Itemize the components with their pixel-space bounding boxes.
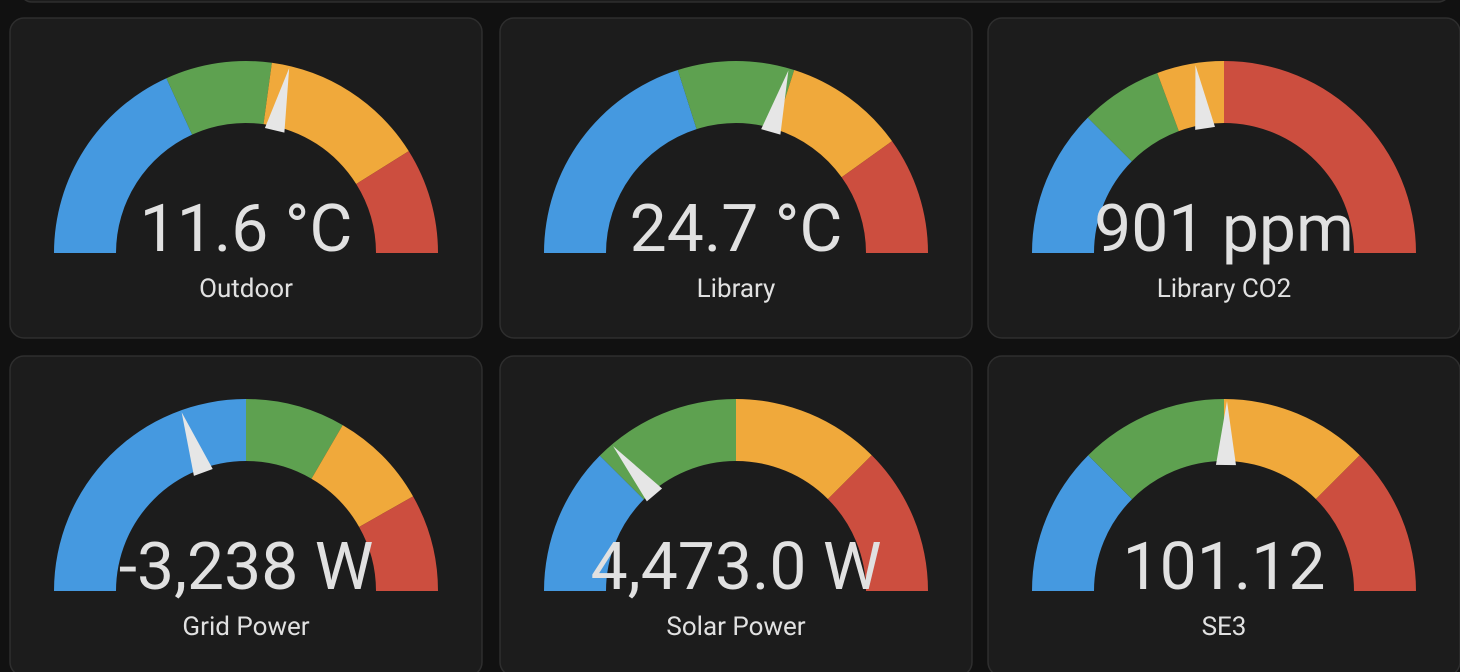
gauge-segment <box>359 496 438 591</box>
gauge-name: Grid Power <box>182 612 309 642</box>
gauge-value: -3,238 W <box>119 529 374 606</box>
gauge-segment <box>1224 399 1360 500</box>
gauge-needle <box>613 446 663 502</box>
gauge-segment <box>1315 455 1416 591</box>
gauge-card[interactable]: -3,238 W Grid Power <box>9 355 483 672</box>
gauge-value: 4,473.0 W <box>591 529 882 606</box>
gauge-name: Solar Power <box>666 612 805 642</box>
card-background <box>987 17 1460 339</box>
gauge-needle <box>181 412 213 476</box>
card-background <box>987 355 1460 672</box>
gauge-needle <box>761 70 789 135</box>
gauge-segment <box>356 151 438 253</box>
gauge-needle <box>264 67 290 133</box>
gauge-segment <box>54 78 193 254</box>
gauge-name: SE3 <box>1202 612 1247 642</box>
gauge-card[interactable]: 101.12 SE3 <box>987 355 1460 672</box>
gauge-segment <box>311 425 414 527</box>
gauge-segment <box>166 61 272 135</box>
gauge-name: Outdoor <box>199 274 293 304</box>
card-background <box>9 17 483 339</box>
gauge-segment <box>1032 455 1133 591</box>
partial-card <box>24 0 1446 3</box>
gauge-name: Library CO2 <box>1157 274 1292 304</box>
gauge-value: 901 ppm <box>1094 191 1354 268</box>
gauge-segment <box>736 399 872 500</box>
gauge-value: 101.12 <box>1123 529 1326 606</box>
gauge-name: Library <box>697 274 776 304</box>
card-background <box>499 17 973 339</box>
gauge-needle <box>1195 65 1215 130</box>
card-background <box>9 355 483 672</box>
card-background <box>499 355 973 672</box>
gauge-segment <box>1032 117 1132 253</box>
gauge-card[interactable]: 24.7 °C Library <box>499 17 973 339</box>
gauge-segment <box>827 455 928 591</box>
gauge-segment <box>544 70 697 253</box>
gauge-segment <box>775 70 893 178</box>
gauge-segment <box>1224 61 1416 253</box>
gauge-card[interactable]: 4,473.0 W Solar Power <box>499 355 973 672</box>
gauge-value: 11.6 °C <box>140 191 353 268</box>
gauge-segment <box>544 455 644 591</box>
gauge-needle <box>1215 401 1236 466</box>
gauge-value: 24.7 °C <box>630 191 843 268</box>
gauge-segment <box>263 62 409 185</box>
gauge-card[interactable]: 901 ppm Library CO2 <box>987 17 1460 339</box>
gauge-segment <box>677 60 795 130</box>
gauge-segment <box>1087 72 1179 162</box>
gauge-segment <box>841 141 928 253</box>
gauge-segment <box>1088 399 1224 500</box>
gauge-card[interactable]: 11.6 °C Outdoor <box>9 17 483 339</box>
gauge-segment <box>246 399 343 479</box>
